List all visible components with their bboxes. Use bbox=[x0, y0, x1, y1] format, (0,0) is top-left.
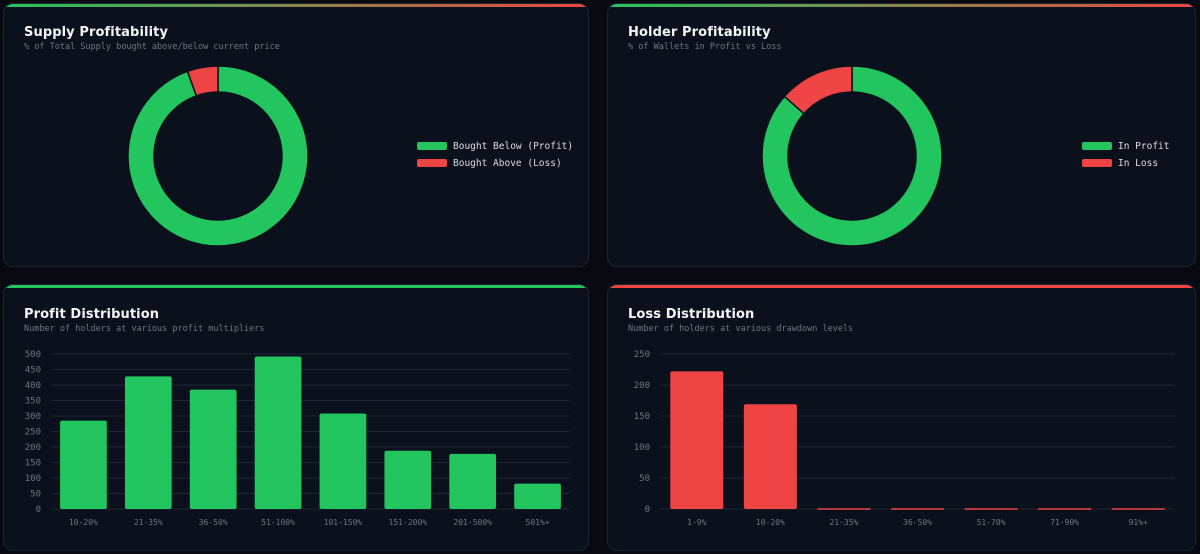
donut-slice-profit[interactable] bbox=[127, 65, 309, 247]
supply-profitability-card: Supply Profitability % of Total Supply b… bbox=[3, 3, 589, 267]
y-tick-label: 200 bbox=[634, 381, 650, 391]
x-tick-label: 51-100% bbox=[261, 518, 295, 527]
y-tick-label: 50 bbox=[30, 490, 41, 500]
x-tick-label: 71-90% bbox=[1050, 518, 1079, 527]
bar-151-200%[interactable] bbox=[384, 450, 432, 509]
legend-swatch-profit bbox=[1082, 142, 1112, 150]
card-title: Loss Distribution bbox=[628, 307, 755, 322]
donut-slice-loss[interactable] bbox=[186, 65, 219, 97]
y-tick-label: 350 bbox=[25, 397, 41, 407]
x-tick-label: 21-35% bbox=[829, 518, 858, 527]
bar-10-20%[interactable] bbox=[60, 420, 107, 509]
holder-donut-chart bbox=[761, 65, 943, 247]
x-tick-label: 201-500% bbox=[453, 518, 492, 527]
legend-item-profit[interactable]: Bought Below (Profit) bbox=[417, 138, 573, 154]
card-subtitle: % of Total Supply bought above/below cur… bbox=[24, 42, 280, 52]
bar-10-20%[interactable] bbox=[743, 404, 797, 509]
y-tick-label: 0 bbox=[36, 505, 41, 515]
legend-swatch-profit bbox=[417, 142, 447, 150]
card-subtitle: Number of holders at various profit mult… bbox=[24, 324, 265, 334]
card-accent-line bbox=[4, 4, 588, 7]
y-tick-label: 250 bbox=[25, 428, 41, 438]
x-tick-label: 10-20% bbox=[756, 518, 785, 527]
x-tick-label: 151-200% bbox=[389, 518, 428, 527]
card-title: Holder Profitability bbox=[628, 25, 771, 40]
legend-item-loss[interactable]: In Loss bbox=[1082, 155, 1169, 171]
bar-1-9%[interactable] bbox=[670, 371, 724, 509]
x-tick-label: 1-9% bbox=[687, 518, 706, 527]
y-tick-label: 200 bbox=[25, 443, 41, 453]
y-tick-label: 100 bbox=[634, 443, 650, 453]
bar-21-35%[interactable] bbox=[124, 376, 172, 509]
y-tick-label: 400 bbox=[25, 381, 41, 391]
card-title: Supply Profitability bbox=[24, 25, 169, 40]
bar-51-100%[interactable] bbox=[254, 356, 302, 509]
y-tick-label: 450 bbox=[25, 366, 41, 376]
supply-donut-chart bbox=[127, 65, 309, 247]
legend-swatch-loss bbox=[1082, 159, 1112, 167]
legend-item-profit[interactable]: In Profit bbox=[1082, 138, 1169, 154]
card-accent-line bbox=[4, 285, 588, 288]
y-tick-label: 50 bbox=[639, 474, 650, 484]
y-tick-label: 300 bbox=[25, 412, 41, 422]
x-tick-label: 501%+ bbox=[526, 518, 550, 527]
chart-legend: Bought Below (Profit) Bought Above (Loss… bbox=[417, 138, 573, 172]
bar-201-500%[interactable] bbox=[449, 453, 497, 509]
donut-slice-profit[interactable] bbox=[761, 65, 943, 247]
bar-501%+[interactable] bbox=[514, 483, 561, 509]
y-tick-label: 500 bbox=[25, 350, 41, 360]
x-tick-label: 36-50% bbox=[199, 518, 228, 527]
profit-bar-chart: 0 50 100 150 200 250 300 350 400 450 500 10-20% 21-3… bbox=[25, 350, 570, 527]
y-tick-label: 150 bbox=[634, 412, 650, 422]
chart-legend: In Profit In Loss bbox=[1082, 138, 1169, 172]
loss-distribution-card: Loss Distribution Number of holders at v… bbox=[607, 284, 1196, 551]
x-tick-label: 91%+ bbox=[1129, 518, 1148, 527]
x-tick-label: 36-50% bbox=[903, 518, 932, 527]
legend-label: Bought Above (Loss) bbox=[453, 157, 562, 169]
y-tick-label: 100 bbox=[25, 474, 41, 484]
legend-label: In Profit bbox=[1118, 140, 1170, 152]
card-subtitle: Number of holders at various drawdown le… bbox=[628, 324, 854, 334]
card-title: Profit Distribution bbox=[24, 307, 160, 322]
y-tick-label: 0 bbox=[645, 505, 650, 515]
legend-label: Bought Below (Profit) bbox=[453, 140, 574, 152]
card-accent-line bbox=[608, 285, 1195, 288]
legend-swatch-loss bbox=[417, 159, 447, 167]
holder-profitability-card: Holder Profitability % of Wallets in Pro… bbox=[607, 3, 1196, 267]
x-tick-label: 10-20% bbox=[69, 518, 98, 527]
legend-item-loss[interactable]: Bought Above (Loss) bbox=[417, 155, 573, 171]
card-accent-line bbox=[608, 4, 1195, 7]
bar-36-50%[interactable] bbox=[189, 389, 237, 509]
x-tick-label: 101-150% bbox=[324, 518, 363, 527]
donut-slice-loss[interactable] bbox=[783, 65, 853, 115]
loss-bar-chart: 0 50 100 150 200 250 1-9% 10-20% 21-35% 36-50% 51-… bbox=[634, 350, 1175, 527]
x-tick-label: 21-35% bbox=[134, 518, 163, 527]
bar-101-150%[interactable] bbox=[319, 413, 367, 509]
legend-label: In Loss bbox=[1118, 157, 1159, 169]
card-subtitle: % of Wallets in Profit vs Loss bbox=[628, 42, 782, 52]
profit-distribution-card: Profit Distribution Number of holders at… bbox=[3, 284, 589, 551]
x-tick-label: 51-70% bbox=[977, 518, 1006, 527]
y-tick-label: 250 bbox=[634, 350, 650, 360]
y-tick-label: 150 bbox=[25, 459, 41, 469]
